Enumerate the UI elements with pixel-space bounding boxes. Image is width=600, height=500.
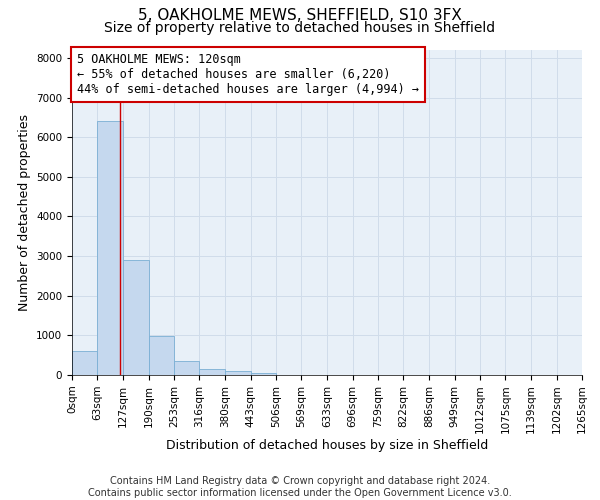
- Bar: [174, 361, 199, 375]
- Bar: [123, 260, 149, 375]
- X-axis label: Distribution of detached houses by size in Sheffield: Distribution of detached houses by size …: [166, 439, 488, 452]
- Bar: [149, 336, 174, 375]
- Bar: [72, 351, 97, 375]
- Text: 5 OAKHOLME MEWS: 120sqm
← 55% of detached houses are smaller (6,220)
44% of semi: 5 OAKHOLME MEWS: 120sqm ← 55% of detache…: [77, 53, 419, 96]
- Y-axis label: Number of detached properties: Number of detached properties: [17, 114, 31, 311]
- Text: 5, OAKHOLME MEWS, SHEFFIELD, S10 3FX: 5, OAKHOLME MEWS, SHEFFIELD, S10 3FX: [138, 8, 462, 22]
- Text: Contains HM Land Registry data © Crown copyright and database right 2024.
Contai: Contains HM Land Registry data © Crown c…: [88, 476, 512, 498]
- Bar: [97, 122, 123, 375]
- Bar: [225, 372, 251, 375]
- Bar: [251, 372, 276, 375]
- Text: Size of property relative to detached houses in Sheffield: Size of property relative to detached ho…: [104, 21, 496, 35]
- Bar: [199, 368, 225, 375]
